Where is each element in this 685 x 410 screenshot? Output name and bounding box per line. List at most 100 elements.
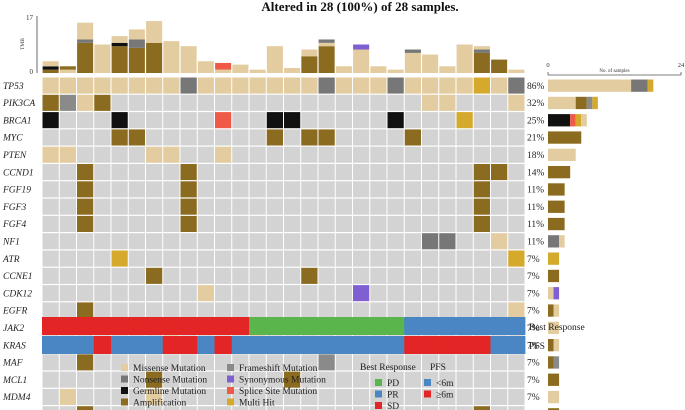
side-bar-segment: [581, 114, 587, 127]
oncoprint-cell: [249, 94, 266, 111]
oncoprint-cell: [370, 233, 387, 250]
oncoprint-cell: [146, 285, 163, 302]
oncoprint-cell: [456, 77, 473, 94]
best-response-cell: [352, 317, 371, 335]
oncoprint-cell: [353, 250, 370, 267]
oncoprint-cell: [508, 233, 525, 250]
oncoprint-cell: [42, 112, 59, 129]
oncoprint-cell: [42, 354, 59, 371]
oncoprint-cell: [232, 406, 249, 410]
oncoprint-cell: [335, 215, 352, 232]
tmb-bar-segment: [491, 59, 508, 73]
oncoprint-cell: [456, 146, 473, 163]
tmb-bar-segment: [318, 46, 335, 73]
oncoprint-cell: [42, 215, 59, 232]
oncoprint-cell: [456, 215, 473, 232]
oncoprint-cell: [508, 129, 525, 146]
side-bar-segment: [548, 269, 560, 283]
tmb-bar-segment: [284, 67, 301, 73]
gene-label: MAF: [2, 359, 23, 369]
tmb-bar-segment: [94, 44, 111, 73]
oncoprint-cell: [387, 388, 404, 405]
oncoprint-cell: [42, 77, 59, 94]
oncoprint-cell: [163, 164, 180, 181]
oncoprint-cell: [197, 388, 214, 405]
oncoprint-cell: [232, 371, 249, 388]
legend-label: Missense Mutation: [133, 364, 206, 374]
tmb-bar-segment: [111, 46, 128, 73]
oncoprint-cell: [146, 371, 163, 388]
oncoprint-cell: [491, 302, 508, 319]
oncoprint-cell: [473, 233, 490, 250]
oncoprint-cell: [111, 198, 128, 215]
oncoprint-cell: [266, 112, 283, 129]
oncoprint-cell: [215, 164, 232, 181]
oncoprint-cell: [128, 94, 145, 111]
oncoprint-cell: [387, 77, 404, 94]
oncoprint-cell: [232, 267, 249, 284]
oncoprint-cell: [284, 94, 301, 111]
gene-percent: 7%: [527, 307, 540, 317]
oncoprint-cell: [42, 198, 59, 215]
side-bar-segment: [553, 339, 560, 352]
oncoprint-cell: [491, 198, 508, 215]
oncoprint-cell: [508, 285, 525, 302]
oncoprint-cell: [180, 250, 197, 267]
oncoprint-cell: [508, 112, 525, 129]
oncoprint-cell: [197, 371, 214, 388]
tmb-bar-segment: [146, 42, 163, 73]
oncoprint-cell: [335, 302, 352, 319]
oncoprint-cell: [249, 371, 266, 388]
tmb-bar-segment: [473, 52, 490, 73]
oncoprint-cell: [422, 267, 439, 284]
oncoprint-cell: [180, 77, 197, 94]
legend-swatch: [227, 398, 234, 406]
oncoprint-cell: [353, 146, 370, 163]
oncoprint-cell: [111, 77, 128, 94]
best-response-cell: [111, 317, 129, 335]
oncoprint-cell: [197, 354, 214, 371]
oncoprint-cell: [249, 354, 266, 371]
oncoprint-cell: [163, 181, 180, 198]
oncoprint-cell: [77, 388, 94, 405]
oncoprint-cell: [318, 215, 335, 232]
oncoprint-cell: [232, 146, 249, 163]
oncoprint-cell: [128, 354, 145, 371]
oncoprint-cell: [284, 371, 301, 388]
oncoprint-cell: [387, 146, 404, 163]
side-bar-segment: [548, 373, 560, 386]
oncoprint-cell: [439, 388, 456, 405]
oncoprint-cell: [456, 94, 473, 111]
oncoprint-cell: [284, 77, 301, 94]
oncoprint-cell: [215, 215, 232, 232]
tmb-bar-segment: [59, 66, 76, 70]
oncoprint-cell: [249, 77, 266, 94]
oncoprint-cell: [77, 164, 94, 181]
oncoprint-cell: [456, 164, 473, 181]
oncoprint-cell: [163, 215, 180, 232]
oncoprint-cell: [111, 129, 128, 146]
oncoprint-cell: [353, 112, 370, 129]
oncoprint-cell: [370, 198, 387, 215]
oncoprint-cell: [59, 302, 76, 319]
oncoprint-cell: [473, 406, 490, 410]
best-response-cell: [162, 317, 181, 335]
gene-percent: 21%: [527, 134, 545, 144]
oncoprint-cell: [215, 77, 232, 94]
oncoprint-cell: [266, 129, 283, 146]
legend-label: Frameshift Mutation: [239, 363, 318, 374]
side-bar-segment: [559, 235, 565, 248]
oncoprint-cell: [146, 354, 163, 371]
legend-label: Amplification: [133, 398, 187, 409]
oncoprint-cell: [439, 354, 456, 371]
oncoprint-cell: [180, 146, 197, 163]
oncoprint-cell: [128, 164, 145, 181]
pfs-cell: [438, 336, 457, 354]
oncoprint-cell: [370, 302, 387, 319]
oncoprint-cell: [128, 250, 145, 267]
oncoprint-cell: [42, 129, 59, 146]
oncoprint-cell: [335, 267, 352, 284]
oncoprint-cell: [77, 94, 94, 111]
oncoprint-cell: [439, 181, 456, 198]
oncoprint-cell: [197, 181, 214, 198]
